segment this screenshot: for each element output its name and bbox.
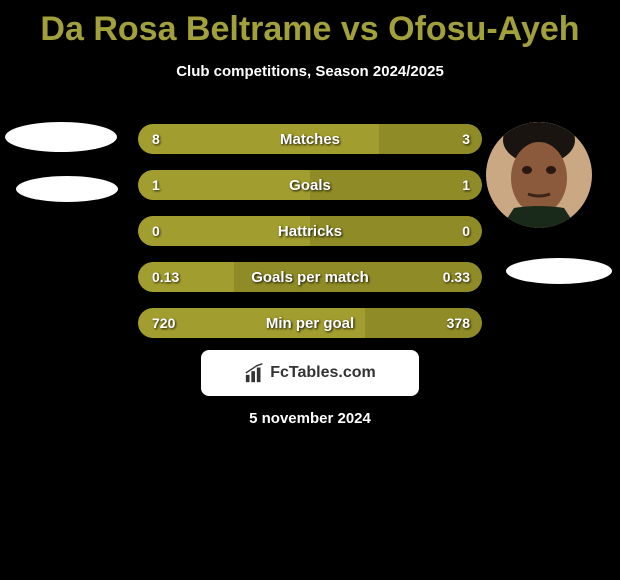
avatar-placeholder-ellipse xyxy=(16,176,118,202)
player-photo xyxy=(486,122,592,228)
stat-label: Matches xyxy=(280,131,340,148)
stat-value-right: 0.33 xyxy=(443,269,470,285)
stat-bar-left xyxy=(138,124,379,154)
logo-content: FcTables.com xyxy=(244,362,376,384)
comparison-date: 5 november 2024 xyxy=(249,410,371,427)
stat-bar-left xyxy=(138,170,310,200)
stats-container: 8 3 Matches 1 1 Goals 0 0 Hattricks 0.13 0.33 Goals… xyxy=(138,124,482,354)
stat-value-left: 1 xyxy=(152,177,160,193)
stat-value-left: 8 xyxy=(152,131,160,147)
stat-value-left: 0 xyxy=(152,223,160,239)
stat-row: 0 0 Hattricks xyxy=(138,216,482,246)
avatar-placeholder-ellipse xyxy=(506,258,612,284)
stat-bar-right xyxy=(310,170,482,200)
stat-label: Goals xyxy=(289,177,331,194)
fctables-logo: FcTables.com xyxy=(201,350,419,396)
stat-value-right: 3 xyxy=(462,131,470,147)
stat-row: 720 378 Min per goal xyxy=(138,308,482,338)
bars-chart-icon xyxy=(244,362,266,384)
stat-row: 8 3 Matches xyxy=(138,124,482,154)
logo-text-label: FcTables.com xyxy=(270,364,376,382)
stat-value-left: 720 xyxy=(152,315,175,331)
comparison-subtitle: Club competitions, Season 2024/2025 xyxy=(0,63,620,80)
stat-value-right: 1 xyxy=(462,177,470,193)
stat-label: Goals per match xyxy=(251,269,369,286)
stat-label: Hattricks xyxy=(278,223,342,240)
stat-value-right: 0 xyxy=(462,223,470,239)
stat-label: Min per goal xyxy=(266,315,354,332)
stat-row: 1 1 Goals xyxy=(138,170,482,200)
stat-value-left: 0.13 xyxy=(152,269,179,285)
face-icon xyxy=(486,122,592,228)
avatar-placeholder-ellipse xyxy=(5,122,117,152)
stat-row: 0.13 0.33 Goals per match xyxy=(138,262,482,292)
stat-value-right: 378 xyxy=(447,315,470,331)
comparison-title: Da Rosa Beltrame vs Ofosu-Ayeh xyxy=(0,0,620,49)
